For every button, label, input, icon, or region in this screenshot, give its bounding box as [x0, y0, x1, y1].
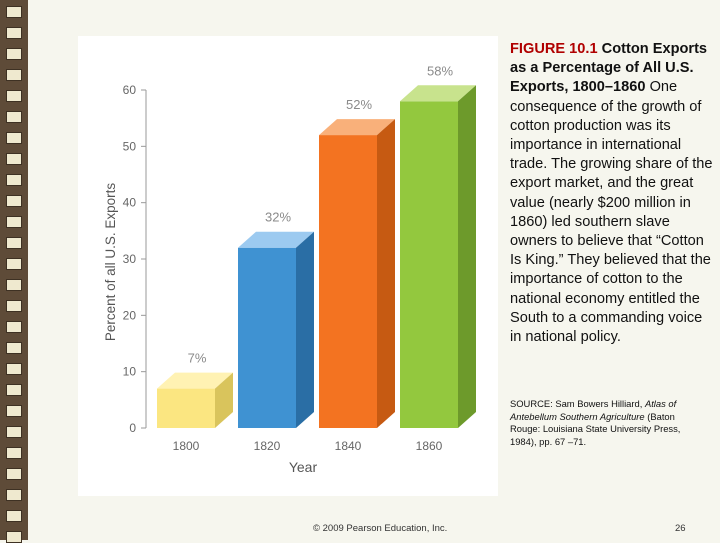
bar-1800-side: [215, 372, 233, 428]
bar-1840-side: [377, 119, 395, 429]
y-tick-label: 10: [123, 365, 137, 379]
filmstrip-hole: [6, 132, 22, 144]
x-axis-title: Year: [289, 459, 318, 475]
figure-caption: FIGURE 10.1 Cotton Exports as a Percenta…: [510, 40, 714, 347]
figure-title: Cotton Exports as a Percentage of All U.…: [510, 41, 708, 96]
bar-1820-side: [296, 231, 314, 428]
filmstrip-border: [0, 0, 28, 543]
filmstrip-hole: [6, 447, 22, 459]
filmstrip-hole: [6, 321, 22, 333]
y-tick-label: 20: [123, 308, 137, 322]
filmstrip-hole: [6, 279, 22, 291]
filmstrip-hole: [6, 300, 22, 312]
bar-1860-side: [458, 85, 476, 428]
x-tick-label-1840: 1840: [335, 439, 362, 453]
source-prefix: SOURCE: Sam Bowers Hilliard,: [510, 398, 645, 409]
filmstrip-hole: [6, 90, 22, 102]
filmstrip-hole: [6, 237, 22, 249]
filmstrip-hole: [6, 6, 22, 18]
filmstrip-hole: [6, 174, 22, 186]
filmstrip-hole: [6, 363, 22, 375]
y-tick-label: 30: [123, 252, 137, 266]
x-tick-label-1800: 1800: [173, 439, 200, 453]
filmstrip-hole: [6, 69, 22, 81]
bar-1800-top: [157, 372, 233, 389]
bar-1800-front: [157, 388, 215, 428]
filmstrip-hole: [6, 510, 22, 522]
filmstrip-hole: [6, 384, 22, 396]
source-suffix: (Baton Rouge: Louisiana State University…: [510, 410, 681, 447]
filmstrip-hole: [6, 48, 22, 60]
filmstrip-hole: [6, 195, 22, 207]
filmstrip-hole: [6, 405, 22, 417]
bar-1840-top: [319, 119, 395, 136]
filmstrip-hole: [6, 111, 22, 123]
filmstrip-hole: [6, 489, 22, 501]
figure-panel: 0 10 20 30 40 50 60 7% 1800 32% 1820 52% 1840 58% 1860…: [78, 36, 498, 496]
y-tick-label: 60: [123, 83, 137, 97]
data-label-1840: 52%: [346, 97, 372, 112]
bar-1820-front: [238, 247, 296, 428]
y-axis-title: Percent of all U.S. Exports: [103, 183, 118, 342]
y-tick-label: 0: [129, 421, 136, 435]
bar-1820-top: [238, 231, 314, 248]
filmstrip-hole: [6, 426, 22, 438]
filmstrip-hole: [6, 342, 22, 354]
data-label-1800: 7%: [188, 351, 207, 366]
x-tick-label-1860: 1860: [416, 439, 443, 453]
data-label-1860: 58%: [427, 63, 453, 78]
caption-body: One consequence of the growth of cotton …: [510, 79, 713, 346]
x-tick-label-1820: 1820: [254, 439, 281, 453]
filmstrip-hole: [6, 153, 22, 165]
y-tick-label: 40: [123, 196, 137, 210]
bar-1860-front: [400, 101, 458, 429]
copyright-footer: © 2009 Pearson Education, Inc.: [313, 523, 448, 534]
source-book-title: Atlas of Antebellum Southern Agriculture: [510, 398, 677, 422]
bar-chart: 0 10 20 30 40 50 60 7% 1800 32% 1820 52% 1840 58% 1860…: [103, 63, 476, 475]
filmstrip-hole: [6, 258, 22, 270]
filmstrip-hole: [6, 27, 22, 39]
y-tick-label: 50: [123, 139, 137, 153]
filmstrip-hole: [6, 216, 22, 228]
filmstrip-hole: [6, 468, 22, 480]
page-number: 26: [675, 523, 686, 534]
source-note: SOURCE: Sam Bowers Hilliard, Atlas of An…: [510, 398, 700, 448]
bar-1860-top: [400, 85, 476, 102]
figure-label: FIGURE 10.1: [510, 41, 598, 57]
data-label-1820: 32%: [265, 210, 291, 225]
bar-1840-front: [319, 135, 377, 429]
filmstrip-hole: [6, 531, 22, 543]
